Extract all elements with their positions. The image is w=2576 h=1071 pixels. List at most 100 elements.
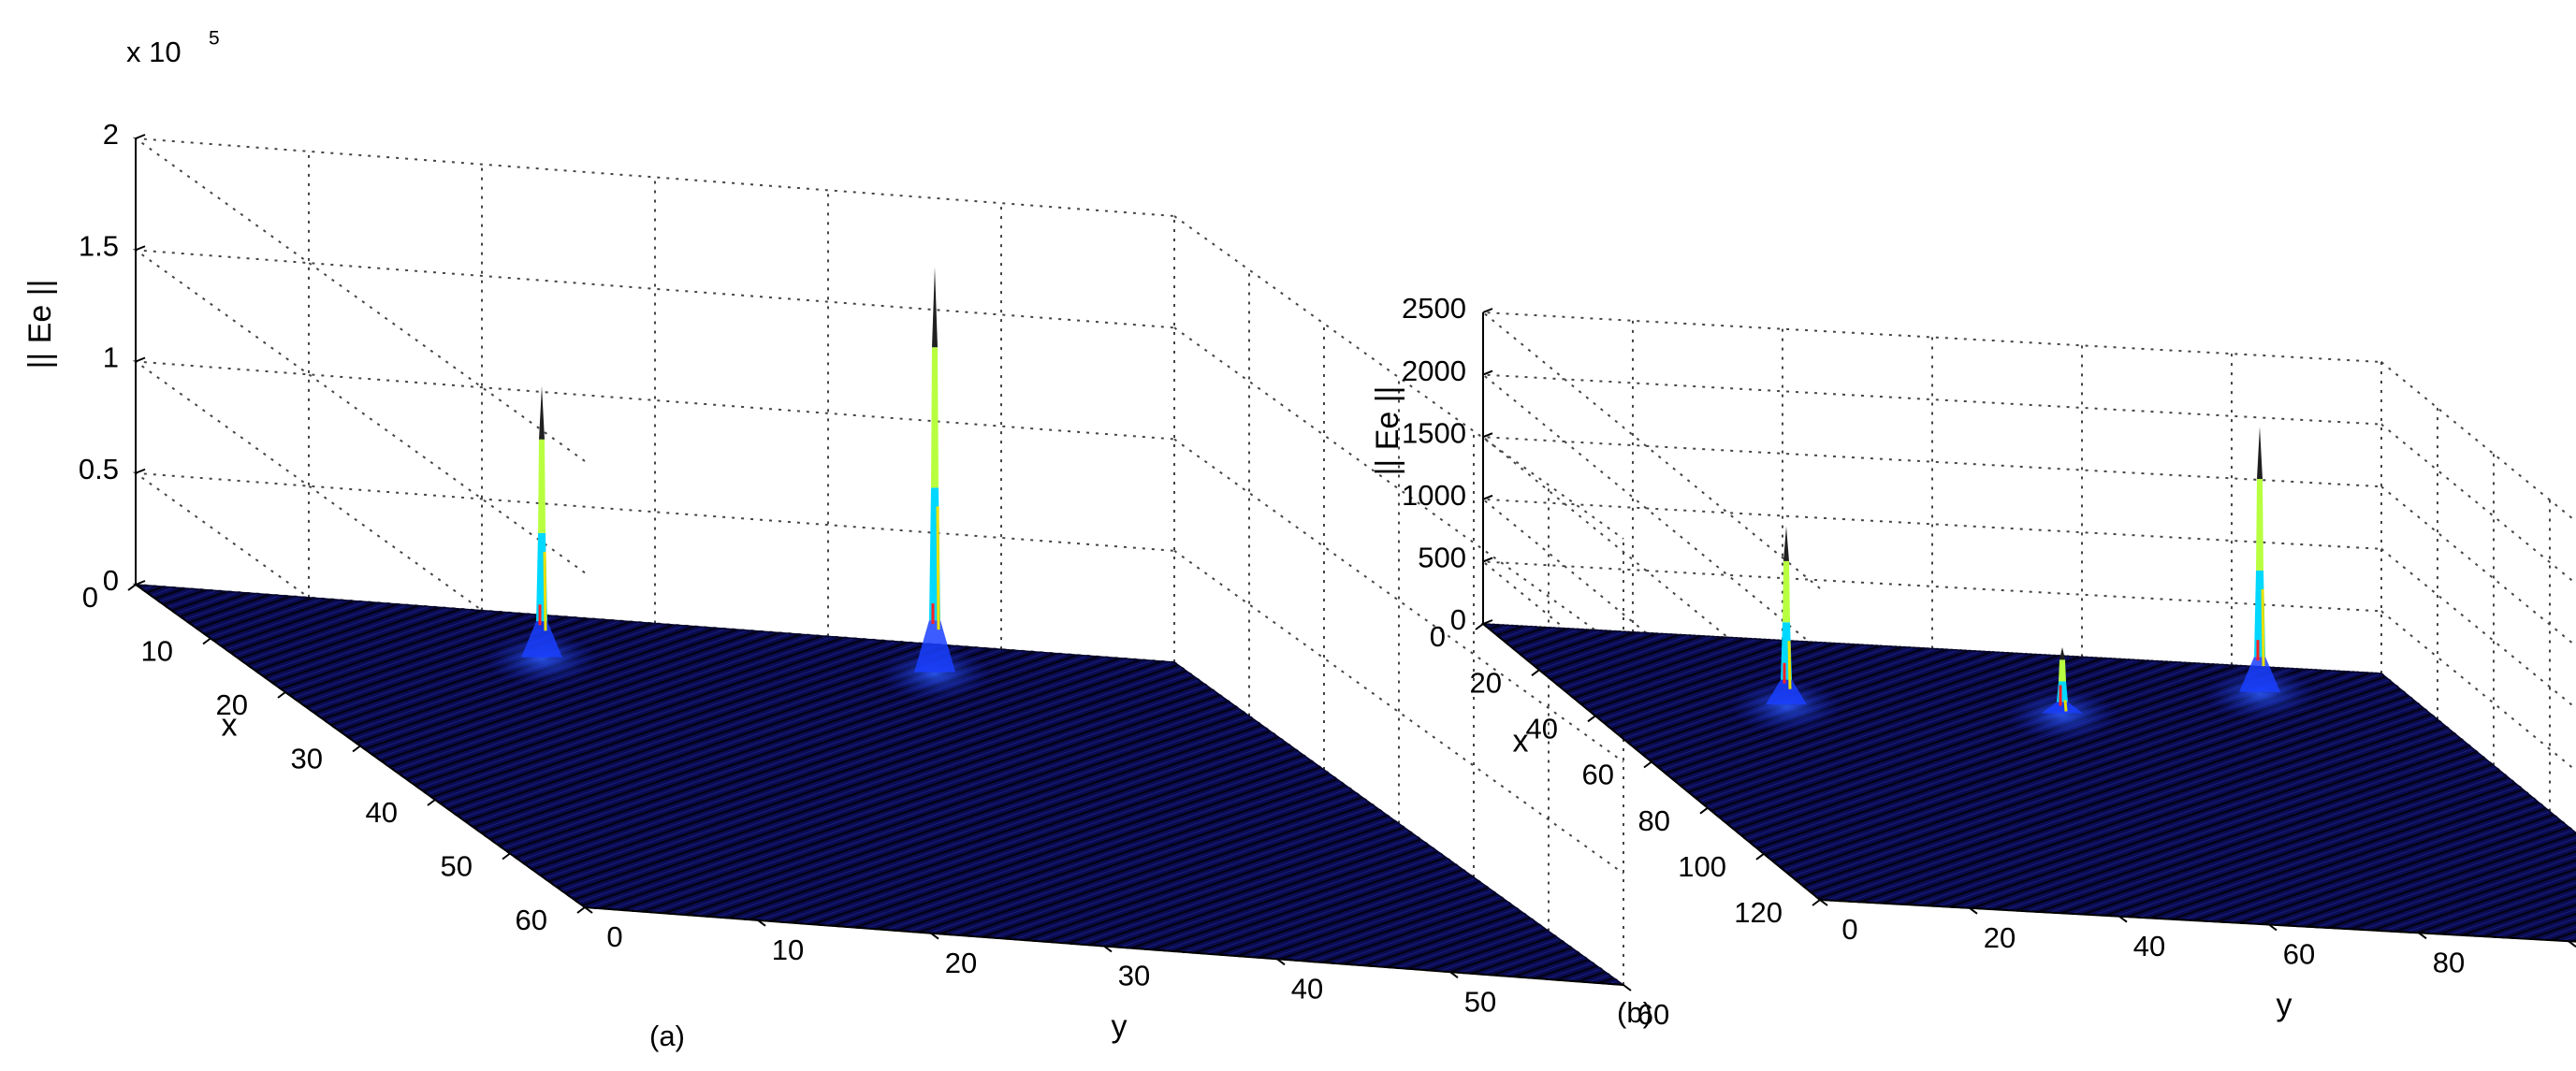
grid-line-zy-2 — [1173, 438, 1624, 763]
y-tick-mark — [1276, 958, 1286, 966]
y-tick-label: 100 — [2574, 954, 2576, 987]
grid-line-z-3 — [132, 249, 1175, 574]
peak-body-yellow — [538, 439, 546, 533]
x-tick-label: 100 — [1678, 850, 1726, 883]
y-tick-label: 20 — [1984, 921, 2016, 954]
peak-tip — [539, 385, 545, 440]
x-tick-mark — [502, 852, 511, 861]
x-axis-label: x — [1513, 723, 1529, 759]
x-tick-mark — [1475, 623, 1484, 630]
panel-caption: (a) — [649, 1020, 685, 1052]
x-tick-label: 50 — [441, 850, 473, 883]
z-tick-mark — [135, 356, 146, 363]
z-tick-mark — [1482, 369, 1493, 376]
x-tick-label: 20 — [1470, 666, 1502, 699]
x-tick-label: 120 — [1734, 896, 1783, 929]
grid-line-zy-3 — [1173, 326, 1624, 652]
y-tick-label: 60 — [2283, 938, 2315, 971]
z-axis-label: || Ee || — [22, 280, 58, 369]
z-tick-mark — [1482, 557, 1493, 563]
z-exponent-base: x 10 — [126, 36, 182, 68]
x-axis-label: x — [222, 707, 238, 743]
peak-body-yellow — [2256, 479, 2263, 571]
surface-peak-2 — [2006, 646, 2118, 742]
x-tick-mark — [277, 691, 286, 699]
x-tick-mark — [1643, 760, 1652, 769]
x-tick-label: 30 — [291, 743, 323, 775]
y-tick-mark — [2418, 932, 2427, 940]
x-tick-mark — [1587, 715, 1596, 723]
x-tick-label: 40 — [366, 796, 398, 829]
x-tick-label: 60 — [1582, 759, 1614, 791]
x-tick-label: 0 — [1430, 620, 1446, 653]
z-tick-label: 0 — [1450, 603, 1466, 636]
surface-peak-2 — [879, 267, 991, 701]
y-tick-mark — [1819, 899, 1828, 906]
z-exponent-label: x 10 5 — [126, 28, 220, 69]
x-tick-label: 20 — [216, 688, 248, 721]
x-tick-mark — [576, 906, 586, 914]
surface-peak-3 — [2204, 427, 2316, 720]
y-tick-label: 40 — [1291, 973, 1323, 1006]
y-tick-label: 80 — [2433, 947, 2465, 979]
peak-skirt — [521, 621, 562, 658]
y-tick-label: 0 — [1841, 913, 1857, 946]
y-tick-mark — [1623, 984, 1632, 991]
z-tick-label: 2 — [103, 118, 119, 151]
peak-body-yellow — [1783, 560, 1790, 623]
z-axis-label: || Ee || — [1370, 386, 1405, 476]
z-tick-mark — [1482, 494, 1493, 500]
z-tick-mark — [1482, 619, 1493, 625]
peak-highlight — [1787, 641, 1792, 689]
x-tick-mark — [127, 584, 137, 591]
grid-line-zy-1 — [1173, 549, 1624, 875]
peak-tip — [2257, 427, 2263, 479]
peak-tip — [2059, 646, 2065, 660]
y-tick-label: 20 — [945, 947, 977, 979]
z-tick-label: 500 — [1418, 542, 1466, 574]
z-tick-mark — [135, 245, 146, 252]
surface-peak-1 — [486, 385, 598, 686]
x-tick-label: 40 — [1526, 713, 1558, 745]
x-tick-mark — [1812, 899, 1821, 906]
peak-body-yellow — [931, 347, 939, 488]
surface-peak-1 — [1730, 526, 1842, 733]
z-tick-mark — [1482, 432, 1493, 439]
y-tick-mark — [930, 932, 939, 940]
z-tick-label: 2500 — [1402, 292, 1466, 325]
z-tick-label: 1500 — [1402, 416, 1466, 449]
y-tick-mark — [2568, 940, 2576, 948]
x-tick-label: 60 — [516, 904, 547, 936]
z-tick-mark — [135, 468, 146, 474]
x-tick-label: 10 — [141, 635, 173, 668]
y-axis-label: y — [1112, 1008, 1128, 1044]
peak-base-glow — [879, 647, 991, 701]
z-tick-label: 0.5 — [79, 453, 119, 485]
x-tick-mark — [352, 745, 361, 753]
x-tick-labels: 0 10 20 30 40 50 60 — [82, 581, 586, 936]
z-tick-mark — [135, 580, 146, 586]
peak-skirt — [914, 620, 955, 673]
surface — [1480, 623, 2576, 943]
z-tick-label: 1000 — [1402, 479, 1466, 512]
y-tick-mark — [1103, 945, 1113, 953]
peak-body-yellow — [2059, 659, 2066, 682]
z-tick-mark — [135, 134, 146, 139]
x-tick-mark — [202, 637, 211, 645]
x-tick-mark — [1699, 806, 1709, 815]
y-tick-mark — [1449, 971, 1459, 978]
surface — [133, 584, 1626, 986]
peak-base-glow — [2204, 667, 2316, 720]
peak-base-glow — [1730, 680, 1842, 733]
y-tick-label: 30 — [1118, 960, 1150, 992]
peak-skirt — [1766, 679, 1807, 705]
grid-line-zy-4 — [1173, 215, 1624, 540]
peak-highlight — [936, 506, 940, 630]
y-tick-label: 40 — [2133, 930, 2165, 962]
x-tick-label: 80 — [1638, 804, 1670, 837]
